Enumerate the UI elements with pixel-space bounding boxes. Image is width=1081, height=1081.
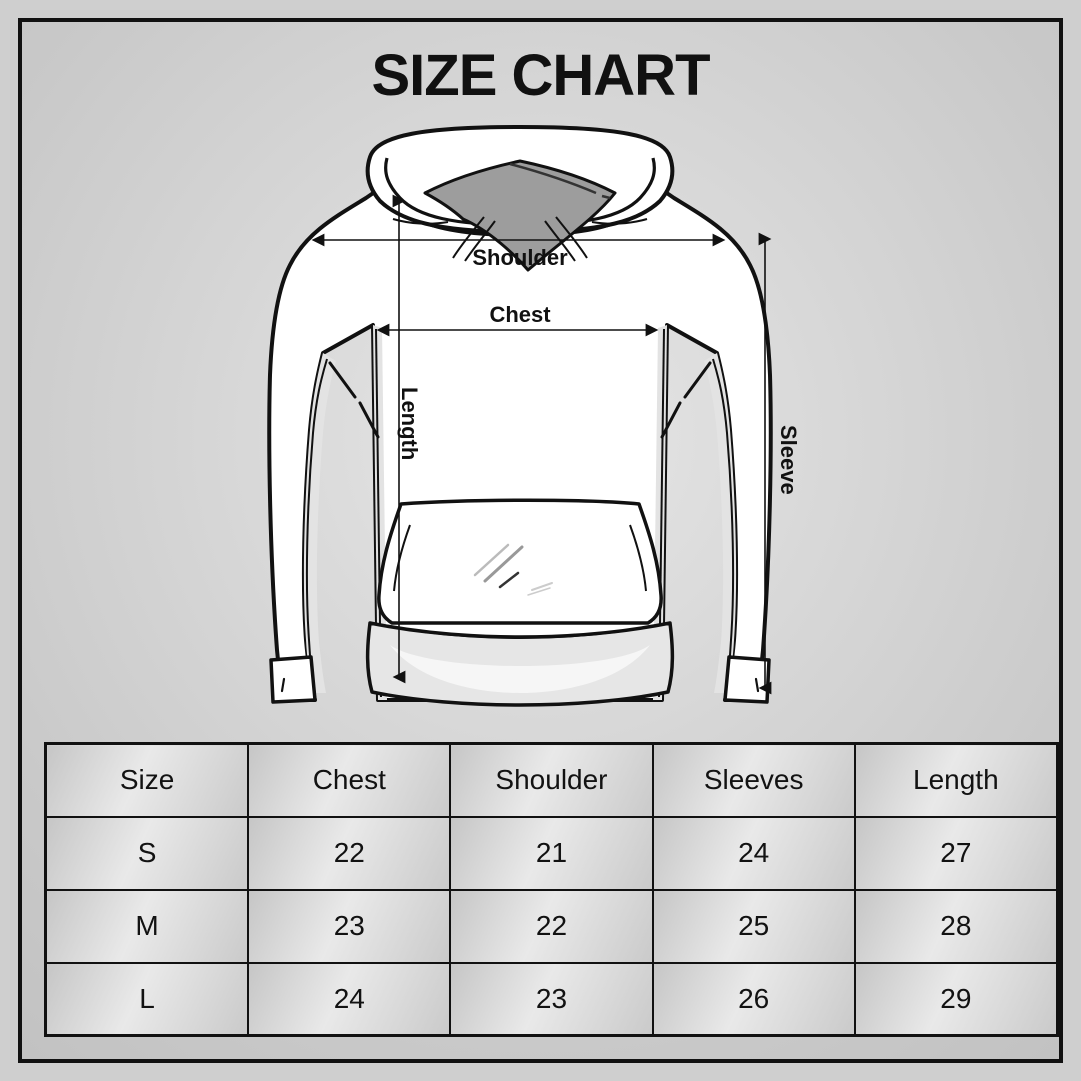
- svg-text:Shoulder: Shoulder: [472, 245, 568, 270]
- svg-text:Chest: Chest: [489, 302, 551, 327]
